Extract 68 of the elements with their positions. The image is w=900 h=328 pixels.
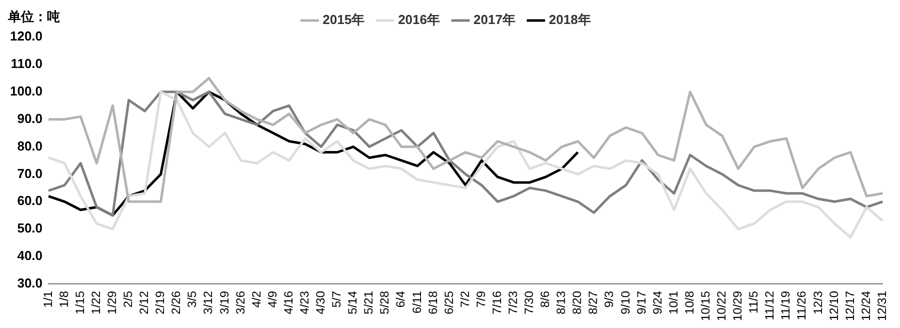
y-tick-label: 100.0: [10, 83, 43, 98]
x-tick-label: 12/17: [842, 290, 857, 321]
x-tick-label: 12/31: [874, 290, 889, 321]
y-axis-title: 单位：吨: [8, 9, 60, 26]
x-tick-label: 7/23: [506, 290, 520, 314]
x-tick-label: 3/12: [201, 290, 216, 314]
x-tick-label: 10/15: [698, 290, 712, 321]
x-tick-label: 6/25: [442, 290, 456, 314]
x-tick-label: 2/5: [121, 290, 136, 308]
y-tick-label: 110.0: [10, 56, 43, 72]
x-tick-label: 11/12: [762, 290, 777, 320]
x-tick-label: 12/3: [810, 290, 825, 314]
x-tick-label: 4/9: [265, 290, 280, 308]
x-tick-label: 7/2: [458, 290, 472, 308]
x-tick-label: 5/14: [346, 290, 360, 314]
x-tick-label: 11/5: [746, 290, 761, 314]
x-tick-label: 10/22: [714, 290, 729, 321]
y-tick-label: 90.0: [17, 110, 43, 126]
x-tick-label: 12/24: [858, 290, 873, 321]
legend-label: 2017年: [474, 12, 516, 28]
y-tick-label: 40.0: [17, 248, 43, 264]
x-tick-label: 7/16: [490, 290, 504, 314]
x-tick-label: 10/8: [682, 290, 696, 314]
x-tick-label: 9/3: [602, 290, 616, 308]
y-tick-label: 80.0: [17, 138, 43, 154]
x-tick-label: 2/26: [169, 290, 184, 314]
x-tick-label: 8/27: [586, 290, 600, 314]
x-tick-label: 8/20: [570, 290, 584, 314]
x-tick-label: 1/8: [56, 290, 71, 308]
x-tick-label: 3/5: [185, 290, 200, 308]
y-tick-label: 70.0: [17, 166, 43, 181]
x-tick-label: 6/4: [394, 290, 408, 308]
x-tick-label: 12/10: [826, 290, 841, 321]
legend-label: 2016年: [398, 12, 440, 28]
x-tick-label: 7/30: [522, 290, 536, 314]
x-tick-label: 5/7: [330, 290, 344, 308]
x-tick-label: 5/28: [378, 290, 392, 314]
legend-label: 2015年: [322, 12, 365, 28]
x-tick-label: 9/24: [650, 290, 664, 314]
x-tick-label: 11/26: [794, 290, 809, 320]
x-tick-label: 5/21: [362, 290, 376, 314]
y-tick-label: 50.0: [17, 220, 43, 236]
legend-label: 2018年: [548, 12, 591, 28]
x-tick-label: 8/13: [554, 290, 568, 314]
x-tick-label: 7/9: [474, 290, 488, 308]
x-tick-label: 4/23: [297, 290, 312, 314]
x-tick-label: 2/19: [153, 290, 168, 314]
x-tick-label: 8/6: [538, 290, 552, 308]
x-tick-label: 1/29: [105, 290, 120, 314]
x-tick-label: 6/11: [410, 290, 424, 314]
x-tick-label: 2/12: [137, 290, 152, 314]
x-tick-label: 4/2: [249, 290, 264, 308]
x-tick-label: 1/22: [88, 290, 103, 314]
x-tick-label: 1/15: [72, 290, 87, 314]
x-tick-label: 4/30: [314, 290, 328, 314]
x-tick-label: 9/10: [618, 290, 632, 314]
x-tick-label: 11/19: [778, 290, 793, 320]
x-tick-label: 9/17: [634, 290, 648, 314]
x-tick-label: 10/1: [666, 290, 680, 314]
y-tick-label: 60.0: [17, 193, 43, 208]
x-tick-label: 3/26: [233, 290, 248, 314]
x-tick-label: 3/19: [217, 290, 232, 314]
x-tick-label: 10/29: [730, 290, 745, 321]
x-tick-label: 4/16: [281, 290, 296, 314]
x-tick-label: 6/18: [426, 290, 440, 314]
y-tick-label: 30.0: [17, 276, 43, 291]
x-tick-label: 1/1: [40, 290, 55, 308]
y-tick-label: 120.0: [10, 28, 43, 44]
